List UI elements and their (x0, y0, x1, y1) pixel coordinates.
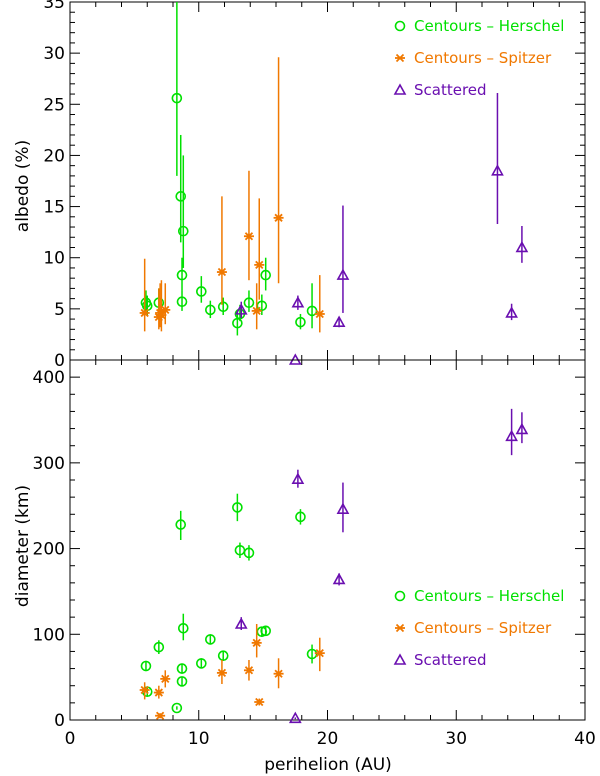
scattered-data-point (505, 429, 518, 442)
spitzer-data-point (160, 305, 171, 315)
herschel-legend-marker (394, 590, 406, 602)
herschel-data-point (178, 225, 189, 237)
herschel-data-point (232, 317, 243, 329)
albedo-panel: 0 5 10 15 20 25 30 35 Centours – Herschel Centour… (43, 0, 586, 371)
scattered-data-point (505, 306, 518, 318)
spitzer-data-point (254, 697, 265, 707)
bottom-y-axis-label: diameter (km) (13, 485, 33, 607)
spitzer-data-point (314, 309, 325, 319)
herschel-data-point (153, 641, 165, 653)
herschel-data-point (175, 519, 187, 530)
y-tick-label: 20 (43, 146, 65, 166)
x-tick-label: 30 (445, 729, 467, 749)
scattered-data-point (332, 572, 346, 585)
spitzer-data-point (155, 711, 166, 720)
herschel-data-point (260, 269, 272, 281)
spitzer-data-point (251, 638, 262, 647)
herschel-data-point (260, 625, 272, 637)
scattered-data-point (336, 268, 350, 280)
herschel-data-point (217, 650, 229, 662)
x-tick-label: 20 (317, 729, 339, 749)
spitzer-legend-marker (395, 53, 405, 63)
y-tick-label: 400 (33, 368, 65, 388)
scattered-data-point (332, 315, 346, 327)
herschel-data-point (205, 304, 216, 316)
spitzer-data-point (216, 267, 227, 277)
spitzer-data-point (160, 674, 171, 683)
scattered-legend-marker (393, 653, 407, 665)
spitzer-data-point (251, 306, 262, 316)
y-tick-label: 35 (43, 0, 65, 13)
y-tick-label: 5 (54, 300, 65, 320)
herschel-data-point (232, 502, 243, 513)
herschel-data-point (295, 316, 306, 328)
herschel-data-point (243, 297, 255, 309)
x-tick-label: 10 (188, 729, 210, 749)
herschel-legend-label: Centours – Herschel (414, 17, 564, 35)
herschel-data-point (176, 269, 188, 281)
herschel-data-point (178, 622, 189, 634)
spitzer-data-point (139, 685, 150, 695)
x-tick-label: 40 (574, 729, 596, 749)
y-tick-label: 300 (33, 454, 65, 474)
herschel-data-point (217, 301, 229, 313)
herschel-data-point (176, 663, 188, 674)
herschel-data-point (171, 92, 183, 104)
y-tick-label: 25 (43, 95, 65, 115)
herschel-data-point (196, 658, 207, 669)
plot-frame (69, 359, 586, 721)
scattered-data-point (288, 711, 302, 724)
spitzer-legend-marker (395, 623, 405, 633)
herschel-data-point (176, 296, 188, 307)
scattered-data-point (291, 296, 305, 308)
spitzer-legend-label: Centours – Spitzer (414, 49, 552, 67)
spitzer-data-point (254, 260, 265, 270)
spitzer-data-point (273, 213, 284, 222)
herschel-data-point (175, 191, 187, 202)
scattered-data-point (291, 472, 305, 484)
spitzer-data-point (153, 688, 164, 697)
y-tick-label: 0 (54, 351, 65, 371)
scattered-data-point (515, 240, 529, 253)
spitzer-data-point (273, 669, 284, 678)
herschel-data-point (171, 702, 183, 714)
top-y-axis-label: albedo (%) (13, 140, 33, 232)
herschel-data-point (140, 660, 152, 672)
spitzer-data-point (243, 666, 254, 675)
herschel-legend-marker (394, 20, 406, 32)
spitzer-data-point (314, 649, 325, 658)
spitzer-data-point (139, 308, 150, 318)
spitzer-data-point (216, 668, 227, 677)
y-tick-label: 0 (54, 711, 65, 731)
scattered-data-point (234, 617, 248, 629)
herschel-legend-label: Centours – Herschel (414, 587, 564, 605)
spitzer-legend-label: Centours – Spitzer (414, 619, 552, 637)
herschel-data-point (243, 547, 255, 559)
scattered-data-point (336, 502, 350, 514)
scattered-legend-label: Scattered (414, 651, 487, 669)
herschel-data-point (205, 634, 216, 645)
herschel-data-point (295, 511, 306, 523)
scattered-legend-label: Scattered (414, 81, 487, 99)
scattered-data-point (491, 164, 504, 176)
scattered-data-point (234, 303, 248, 315)
x-axis-label: perihelion (AU) (264, 755, 392, 775)
y-tick-label: 10 (43, 249, 65, 269)
herschel-data-point (176, 676, 188, 687)
y-tick-label: 100 (33, 625, 65, 645)
spitzer-data-point (243, 232, 254, 241)
x-tick-label: 0 (65, 729, 76, 749)
y-tick-label: 15 (43, 198, 65, 218)
scattered-legend-marker (393, 83, 407, 95)
herschel-data-point (196, 286, 207, 297)
y-tick-label: 200 (33, 540, 65, 560)
y-tick-label: 30 (43, 44, 65, 64)
scattered-data-point (515, 422, 529, 435)
